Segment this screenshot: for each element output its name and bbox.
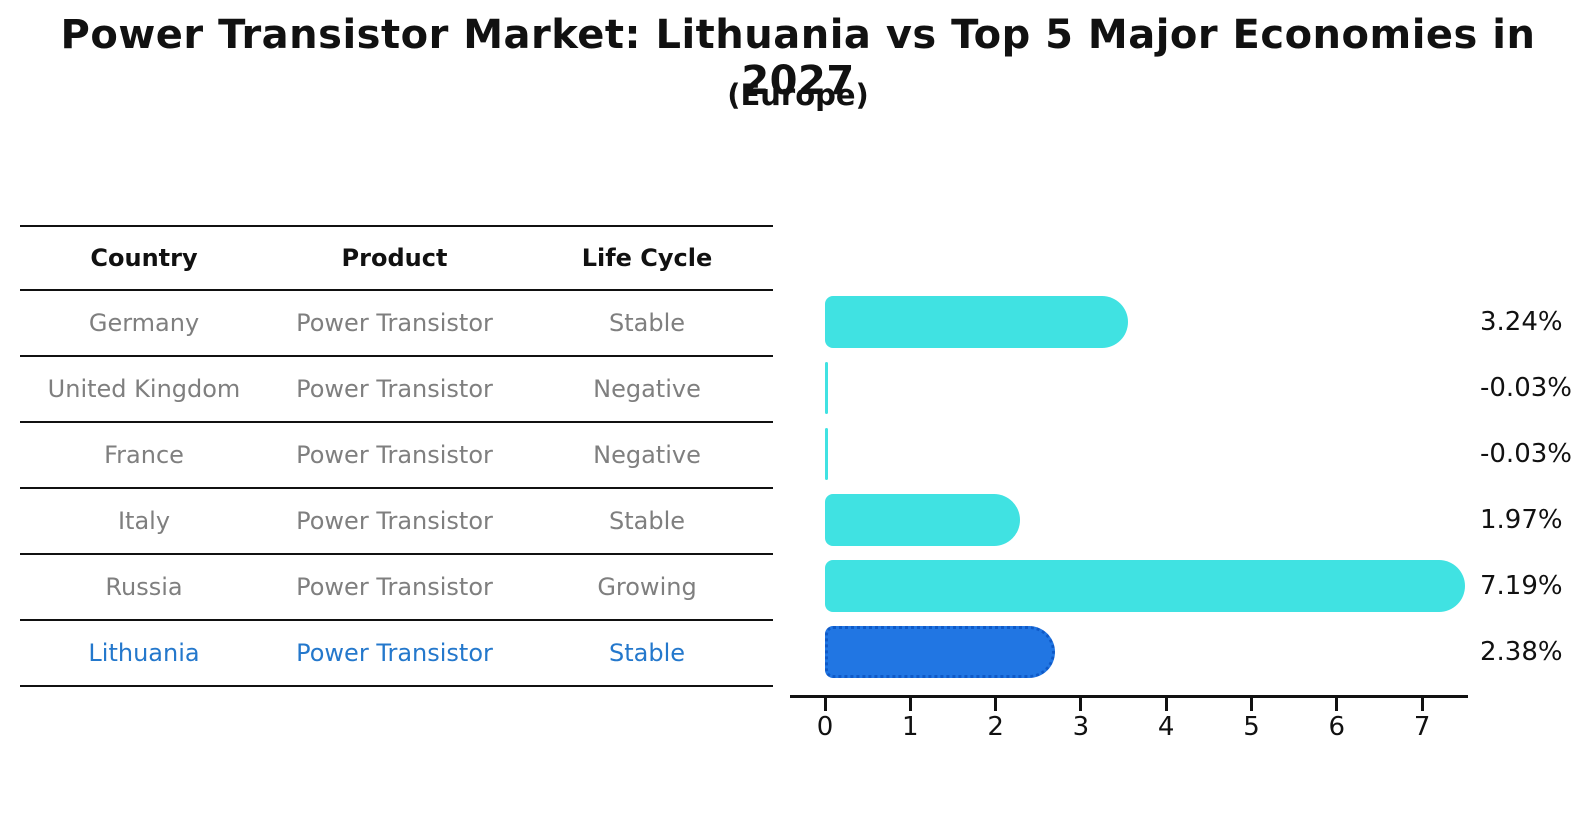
cell-product: Power Transistor [296, 639, 493, 667]
cell-life-cycle: Stable [608, 507, 686, 535]
page-subtitle: (Europe) [727, 78, 869, 112]
bar-france [825, 428, 828, 480]
value-label-france: -0.03% [1480, 439, 1572, 469]
summary-table: Country Product Life Cycle Germany Power… [20, 225, 773, 687]
column-header-country: Country [90, 244, 198, 272]
cell-life-cycle: Negative [593, 375, 701, 403]
cell-country: Germany [88, 309, 200, 337]
x-axis-tick-label-0: 0 [816, 712, 834, 742]
cell-product: Power Transistor [296, 441, 493, 469]
x-axis-tick-label-3: 3 [1072, 712, 1090, 742]
cell-country: Lithuania [88, 639, 200, 667]
x-axis-tick-6 [1335, 698, 1339, 711]
table-header-row: Country Product Life Cycle [20, 225, 773, 289]
x-axis-tick-1 [908, 698, 912, 711]
table-row-russia: Russia Power Transistor Growing [20, 553, 773, 619]
bar-lithuania [825, 626, 1055, 678]
value-label-united-kingdom: -0.03% [1480, 373, 1572, 403]
cell-product: Power Transistor [296, 573, 493, 601]
bar-italy [825, 494, 1020, 546]
x-axis-tick-0 [823, 698, 827, 711]
x-axis-tick-label-6: 6 [1328, 712, 1346, 742]
table-row-lithuania: Lithuania Power Transistor Stable [20, 619, 773, 685]
table-row-germany: Germany Power Transistor Stable [20, 289, 773, 355]
cell-country: Russia [105, 573, 183, 601]
x-axis-tick-7 [1420, 698, 1424, 711]
column-header-life-cycle: Life Cycle [581, 244, 713, 272]
x-axis-tick-4 [1164, 698, 1168, 711]
page-title: Power Transistor Market: Lithuania vs To… [60, 12, 1536, 104]
cell-life-cycle: Negative [593, 441, 701, 469]
x-axis-tick-2 [994, 698, 998, 711]
x-axis-tick-label-5: 5 [1243, 712, 1260, 742]
table-row-italy: Italy Power Transistor Stable [20, 487, 773, 553]
table-row-france: France Power Transistor Negative [20, 421, 773, 487]
cell-life-cycle: Growing [597, 573, 697, 601]
x-axis-tick-5 [1250, 698, 1253, 711]
x-axis-line [790, 695, 1468, 698]
x-axis-tick-label-7: 7 [1413, 712, 1431, 742]
value-label-lithuania: 2.38% [1480, 637, 1563, 667]
cell-product: Power Transistor [296, 375, 493, 403]
column-header-product: Product [341, 244, 448, 272]
x-axis-tick-label-1: 1 [902, 712, 919, 742]
x-axis-tick-label-4: 4 [1157, 712, 1175, 742]
x-axis-tick-3 [1079, 698, 1083, 711]
value-label-germany: 3.24% [1480, 307, 1563, 337]
value-label-russia: 7.19% [1480, 571, 1563, 601]
table-row-united-kingdom: United Kingdom Power Transistor Negative [20, 355, 773, 421]
cell-country: France [104, 441, 184, 469]
bar-russia [825, 560, 1465, 612]
cell-product: Power Transistor [296, 507, 493, 535]
cell-product: Power Transistor [296, 309, 493, 337]
bar-united-kingdom [825, 362, 828, 414]
cell-life-cycle: Stable [608, 639, 686, 667]
table-rows: Germany Power Transistor Stable United K… [20, 289, 773, 685]
cell-country: Italy [117, 507, 171, 535]
value-label-italy: 1.97% [1480, 505, 1563, 535]
x-axis-tick-label-2: 2 [987, 712, 1004, 742]
bar-germany [825, 296, 1128, 348]
cell-life-cycle: Stable [608, 309, 686, 337]
cell-country: United Kingdom [47, 375, 241, 403]
